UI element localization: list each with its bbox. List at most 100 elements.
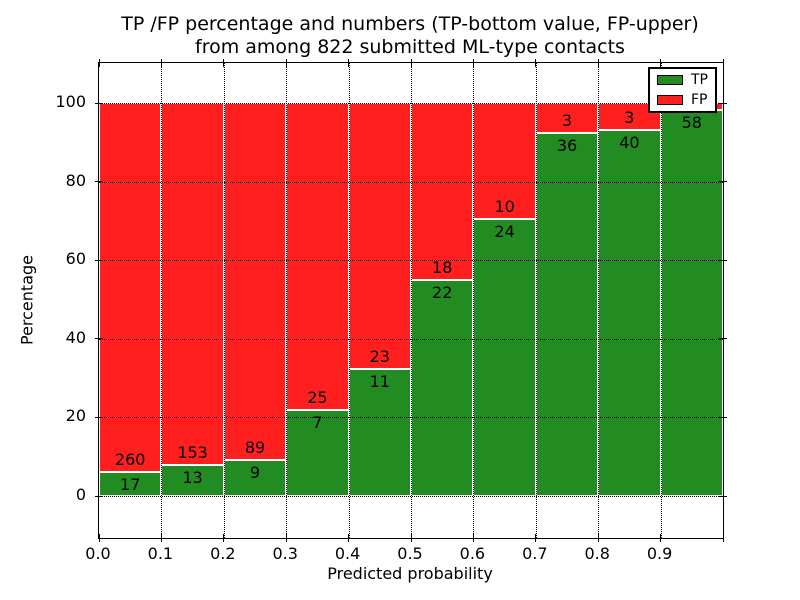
bar-label-tp: 24 [494, 221, 515, 241]
gridline-vertical [535, 63, 537, 538]
x-tick-mark-bottom [660, 534, 662, 542]
y-tick-mark-right [719, 102, 727, 104]
bar-segment-fp [411, 103, 474, 280]
x-tick-mark-bottom [597, 534, 599, 542]
x-tick-mark-top [285, 59, 287, 67]
chart-title-line1: TP /FP percentage and numbers (TP-bottom… [121, 13, 699, 35]
x-tick-label: 0.6 [459, 544, 486, 563]
x-tick-mark-top [348, 59, 350, 67]
bar-segment-tp [660, 109, 723, 496]
gridline-vertical [473, 63, 475, 538]
chart-title: TP /FP percentage and numbers (TP-bottom… [98, 13, 722, 59]
bar-label-tp: 58 [681, 112, 702, 132]
gridline-vertical [161, 63, 163, 538]
y-tick-mark-left [95, 259, 103, 261]
x-tick-mark-bottom [98, 534, 100, 542]
bar-segment-tp [411, 279, 474, 496]
bar-label-fp: 3 [561, 111, 573, 131]
bar-segment-fp [348, 103, 411, 369]
y-tick-mark-left [95, 102, 103, 104]
y-tick-label: 0 [75, 485, 86, 504]
gridline-vertical [598, 63, 600, 538]
x-tick-label: 0.1 [147, 544, 174, 563]
x-tick-mark-top [535, 59, 537, 67]
x-tick-label: 0.2 [210, 544, 236, 563]
legend: TP FP [648, 67, 717, 113]
bar-label-fp: 260 [114, 449, 146, 469]
bar-label-fp: 25 [307, 388, 328, 408]
bar-segment-fp [161, 103, 224, 466]
x-tick-label: 0.3 [272, 544, 298, 563]
bar-label-tp: 40 [619, 133, 640, 153]
x-tick-mark-bottom [535, 534, 537, 542]
bar-segment-tp [223, 459, 287, 496]
y-tick-mark-left [95, 416, 103, 418]
x-tick-mark-bottom [410, 534, 412, 542]
x-tick-mark-bottom [285, 534, 287, 542]
x-tick-label: 0.0 [85, 544, 111, 563]
legend-swatch-tp [657, 75, 683, 85]
x-tick-mark-top [223, 59, 225, 67]
bar-segment-tp [473, 218, 536, 496]
x-tick-label: 0.8 [584, 544, 610, 563]
y-tick-label: 80 [65, 170, 86, 190]
gridline-vertical [348, 63, 350, 538]
legend-row: TP [657, 73, 708, 87]
x-tick-mark-bottom [348, 534, 350, 542]
y-tick-mark-right [719, 495, 727, 497]
y-tick-label: 20 [65, 406, 86, 426]
gridline-vertical [660, 63, 662, 538]
legend-label-tp: TP [691, 72, 708, 88]
x-tick-mark-top [722, 59, 724, 67]
legend-swatch-fp [657, 95, 683, 105]
bar-label-tp: 9 [249, 462, 261, 482]
legend-row: FP [657, 93, 708, 107]
bar-label-fp: 153 [177, 443, 208, 463]
x-tick-mark-bottom [722, 534, 724, 542]
y-tick-mark-left [95, 495, 103, 497]
gridline-vertical [411, 63, 412, 538]
bar-label-tp: 17 [120, 474, 141, 494]
gridline-vertical [286, 63, 288, 538]
bar-segment-tp [348, 368, 411, 496]
legend-label-fp: FP [691, 92, 708, 108]
x-tick-mark-bottom [223, 534, 225, 542]
x-tick-mark-bottom [160, 534, 162, 542]
y-tick-label: 60 [65, 249, 86, 269]
y-tick-label: 100 [55, 92, 86, 111]
y-tick-mark-right [719, 416, 727, 418]
x-tick-label: 0.9 [646, 544, 673, 563]
x-tick-mark-top [160, 59, 162, 67]
bar-label-tp: 22 [432, 282, 453, 302]
gridline-vertical [223, 63, 225, 538]
x-tick-mark-bottom [472, 534, 474, 542]
bar-label-tp: 36 [556, 136, 578, 156]
y-tick-mark-left [95, 181, 103, 183]
x-tick-label: 0.4 [334, 544, 361, 563]
bar-label-tp: 11 [369, 371, 390, 391]
x-tick-mark-top [597, 59, 599, 67]
bar-label-fp: 18 [432, 257, 453, 277]
x-tick-label: 0.7 [522, 544, 548, 563]
x-axis-label: Predicted probability [327, 564, 493, 583]
y-tick-mark-right [719, 181, 727, 183]
y-tick-mark-left [95, 338, 103, 340]
chart-title-line2: from among 822 submitted ML-type contact… [195, 36, 625, 59]
bar-segment-fp [286, 103, 349, 411]
bar-label-fp: 10 [494, 196, 515, 216]
x-tick-mark-top [410, 59, 412, 67]
bar-segment-tp [99, 471, 162, 496]
bar-label-fp: 89 [244, 437, 266, 457]
y-tick-mark-right [719, 259, 727, 261]
bar-segment-tp [598, 130, 661, 496]
bar-label-fp: 23 [369, 346, 390, 366]
x-tick-label: 0.5 [397, 544, 423, 563]
x-tick-mark-top [660, 59, 662, 67]
bar-segment-fp [223, 103, 287, 460]
y-tick-mark-right [719, 338, 727, 340]
bar-segment-fp [99, 103, 162, 472]
y-tick-label: 40 [65, 327, 86, 347]
bar-label-tp: 7 [312, 413, 323, 433]
